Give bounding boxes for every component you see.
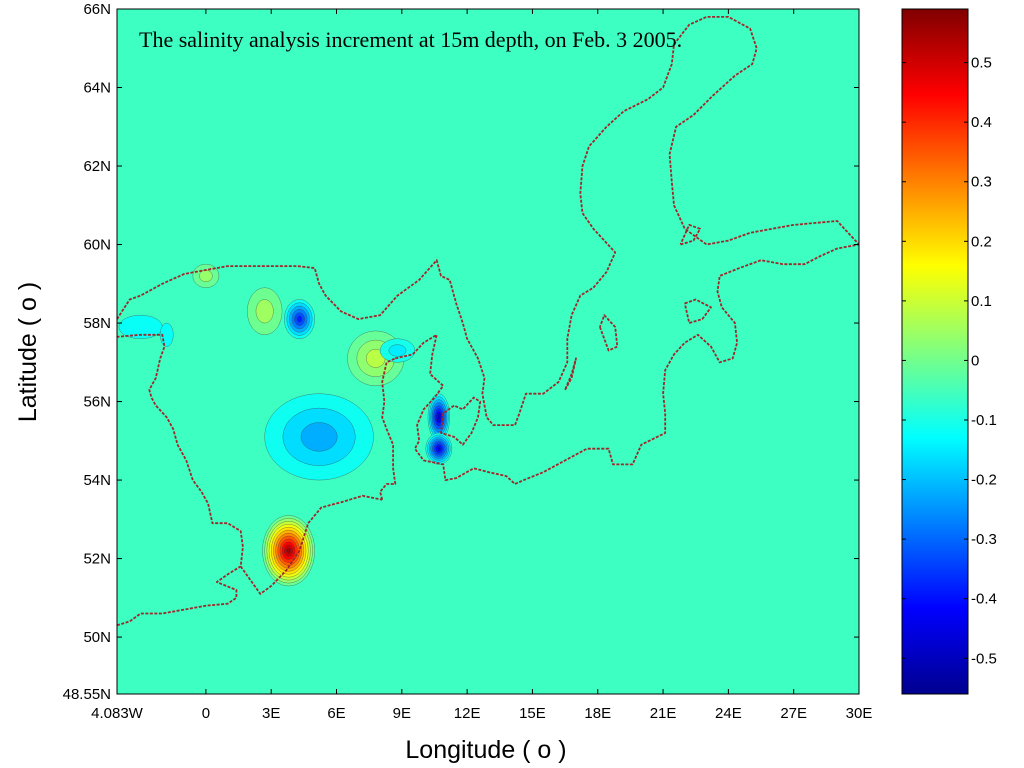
anomaly-feature-4	[247, 287, 283, 336]
x-tick-label: 27E	[780, 705, 807, 722]
plot-area	[116, 8, 860, 695]
colorbar-tick-label: 0	[971, 352, 979, 369]
plot-background	[117, 9, 859, 694]
x-axis-ticks: 4.083W 0 3E 6E 9E 12E 15E 18E 21E 24E 27E 30E	[91, 9, 872, 722]
contour-level	[388, 344, 407, 357]
x-tick-label: 30E	[846, 705, 873, 722]
contour-level	[255, 299, 274, 324]
x-tick-label: 18E	[584, 705, 611, 722]
coastline-segment-3	[395, 243, 859, 485]
x-tick-label: 3E	[262, 705, 280, 722]
anomaly-feature-5	[284, 299, 315, 339]
y-axis-ticks: 48.55N 50N 52N 54N 56N 58N 60N 62N 64N 66N	[63, 1, 859, 703]
anomaly-feature-7	[425, 432, 453, 465]
colorbar-tick-label: -0.4	[971, 591, 997, 608]
y-tick-label: 48.55N	[63, 686, 111, 703]
y-tick-label: 60N	[83, 237, 111, 254]
y-tick-label: 64N	[83, 80, 111, 97]
y-tick-label: 50N	[83, 629, 111, 646]
colorbar-tick-label: 0.3	[971, 174, 992, 191]
y-tick-label: 62N	[83, 158, 111, 175]
coastline-segment-2	[117, 15, 859, 427]
contour-level	[296, 315, 303, 323]
colorbar-tick-label: -0.1	[971, 412, 997, 429]
y-tick-label: 66N	[83, 1, 111, 18]
chart-title: The salinity analysis increment at 15m d…	[139, 27, 682, 52]
coastline-segment-10	[679, 223, 701, 246]
colorbar: 0.5 0.4 0.3 0.2 0.1 0 -0.1 -0.2 -0.3 -0.4 -0.5	[901, 8, 997, 695]
anomaly-feature-6	[427, 393, 450, 442]
y-tick-label: 54N	[83, 472, 111, 489]
colorbar-tick-label: -0.5	[971, 650, 997, 667]
coastline-segment-5	[239, 494, 383, 595]
x-tick-label: 21E	[650, 705, 677, 722]
x-tick-label: 6E	[327, 705, 345, 722]
x-tick-label: 4.083W	[91, 705, 144, 722]
contour-level	[437, 414, 441, 421]
colorbar-tick-label: -0.2	[971, 472, 997, 489]
contour-level	[199, 269, 213, 283]
coastline-segment-9	[683, 298, 712, 324]
y-tick-label: 56N	[83, 394, 111, 411]
coastline	[117, 15, 859, 627]
contour-level	[300, 422, 338, 452]
colorbar-tick-label: -0.3	[971, 531, 997, 548]
y-axis-label: Latitude ( o )	[14, 282, 42, 422]
salinity-anomalies	[118, 263, 453, 587]
anomaly-feature-1	[262, 515, 315, 587]
coastline-segment-1	[117, 333, 244, 627]
x-tick-label: 12E	[454, 705, 481, 722]
coastline-segment-7	[599, 314, 619, 352]
anomaly-feature-2	[264, 393, 374, 481]
x-tick-label: 0	[202, 705, 210, 722]
x-tick-label: 24E	[715, 705, 742, 722]
colorbar-tick-label: 0.4	[971, 114, 992, 131]
coastline-segment-6	[440, 396, 482, 446]
coastline-segment-4	[379, 357, 397, 500]
plot-frame	[116, 8, 860, 695]
x-tick-label: 15E	[519, 705, 546, 722]
colorbar-scale	[901, 8, 969, 695]
colorbar-tick-label: 0.5	[971, 55, 992, 72]
y-tick-label: 52N	[83, 551, 111, 568]
coastline-segment-8	[564, 357, 577, 391]
colorbar-tick-label: 0.2	[971, 233, 992, 250]
x-axis-label: Longitude ( o )	[405, 736, 566, 764]
colorbar-tick-label: 0.1	[971, 293, 992, 310]
contour-level	[436, 446, 441, 451]
contour-level	[286, 547, 292, 554]
colorbar-ticks: 0.5 0.4 0.3 0.2 0.1 0 -0.1 -0.2 -0.3 -0.4 -0.5	[902, 55, 997, 667]
y-tick-label: 58N	[83, 315, 111, 332]
x-tick-label: 9E	[393, 705, 411, 722]
